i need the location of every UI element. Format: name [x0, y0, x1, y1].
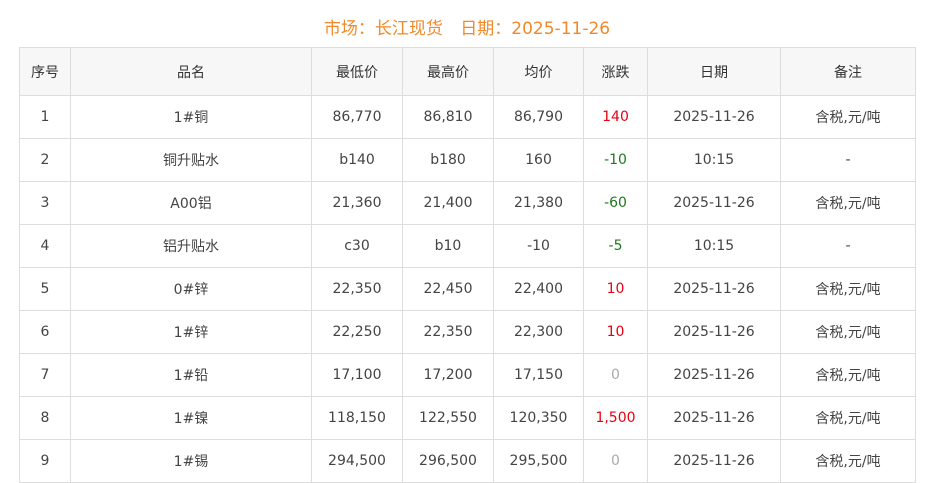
- cell-index: 4: [19, 224, 71, 268]
- table-row: 4 铝升贴水 c30 b10 -10 -5 10:15-: [19, 224, 916, 268]
- cell-change: 140: [583, 95, 648, 139]
- cell-note: 含税,元/吨: [780, 396, 916, 440]
- cell-name: 铜升贴水: [70, 138, 312, 182]
- cell-index: 3: [19, 181, 71, 225]
- cell-change: 10: [583, 310, 648, 354]
- cell-change: 1,500: [583, 396, 648, 440]
- table-row: 2 铜升贴水 b140 b180 160 -10 10:15-: [19, 138, 916, 182]
- cell-name: 铝升贴水: [70, 224, 312, 268]
- column-header-note: 备注: [780, 47, 916, 96]
- cell-date: 10:15: [647, 138, 781, 182]
- table-row: 9 1#锡 294,500 296,500 295,500 0 2025-11-26 含税,元…: [19, 439, 916, 483]
- cell-name: 1#镍: [70, 396, 312, 440]
- market-label: 市场：长江现货: [323, 19, 443, 39]
- cell-date: 2025-11-26: [647, 310, 781, 354]
- cell-note: 含税,元/吨: [780, 353, 916, 397]
- cell-date: 2025-11-26: [647, 353, 781, 397]
- column-header-change: 涨跌: [583, 47, 648, 96]
- cell-low: c30: [311, 224, 403, 268]
- cell-date: 2025-11-26: [647, 439, 781, 483]
- cell-index: 9: [19, 439, 71, 483]
- cell-date: 2025-11-26: [647, 95, 781, 139]
- cell-low: 17,100: [311, 353, 403, 397]
- cell-index: 8: [19, 396, 71, 440]
- cell-avg: 22,300: [493, 310, 584, 354]
- cell-high: 296,500: [402, 439, 494, 483]
- cell-note: 含税,元/吨: [780, 181, 916, 225]
- table-row: 1 1#铜 86,770 86,810 86,790 140 2025-11-26 含税,元/…: [19, 95, 916, 139]
- cell-avg: 295,500: [493, 439, 584, 483]
- cell-name: 1#锡: [70, 439, 312, 483]
- column-header-name: 品名: [70, 47, 312, 96]
- cell-name: 0#锌: [70, 267, 312, 311]
- cell-change: -5: [583, 224, 648, 268]
- cell-avg: -10: [493, 224, 584, 268]
- cell-high: b180: [402, 138, 494, 182]
- cell-change: 0: [583, 439, 648, 483]
- cell-low: 21,360: [311, 181, 403, 225]
- cell-high: b10: [402, 224, 494, 268]
- price-table: 序号 品名 最低价 最高价 均价 涨跌 日期 备注 1 1#铜 86,770 86,810 86,79…: [19, 47, 916, 483]
- table-row: 5 0#锌 22,350 22,450 22,400 10 2025-11-26 含税,元/吨: [19, 267, 916, 311]
- cell-high: 86,810: [402, 95, 494, 139]
- cell-change: 10: [583, 267, 648, 311]
- cell-low: 22,350: [311, 267, 403, 311]
- cell-low: 86,770: [311, 95, 403, 139]
- cell-index: 6: [19, 310, 71, 354]
- cell-avg: 22,400: [493, 267, 584, 311]
- table-row: 7 1#铅 17,100 17,200 17,150 0 2025-11-26 含税,元/吨: [19, 353, 916, 397]
- cell-avg: 17,150: [493, 353, 584, 397]
- column-header-avg: 均价: [493, 47, 584, 96]
- cell-change: -10: [583, 138, 648, 182]
- cell-note: -: [780, 224, 916, 268]
- cell-avg: 21,380: [493, 181, 584, 225]
- cell-low: 22,250: [311, 310, 403, 354]
- table-row: 8 1#镍 118,150 122,550 120,350 1,500 2025-11-26…: [19, 396, 916, 440]
- cell-date: 10:15: [647, 224, 781, 268]
- cell-note: -: [780, 138, 916, 182]
- page-title: 市场：长江现货 日期：2025-11-26: [0, 14, 934, 39]
- cell-name: 1#锌: [70, 310, 312, 354]
- cell-date: 2025-11-26: [647, 181, 781, 225]
- cell-name: 1#铜: [70, 95, 312, 139]
- table-row: 6 1#锌 22,250 22,350 22,300 10 2025-11-26 含税,元/吨: [19, 310, 916, 354]
- cell-name: 1#铅: [70, 353, 312, 397]
- column-header-low: 最低价: [311, 47, 403, 96]
- cell-change: 0: [583, 353, 648, 397]
- table-header: 序号 品名 最低价 最高价 均价 涨跌 日期 备注: [19, 47, 916, 96]
- cell-note: 含税,元/吨: [780, 310, 916, 354]
- cell-high: 22,450: [402, 267, 494, 311]
- cell-high: 21,400: [402, 181, 494, 225]
- cell-name: A00铝: [70, 181, 312, 225]
- column-header-date: 日期: [647, 47, 781, 96]
- cell-index: 1: [19, 95, 71, 139]
- cell-low: b140: [311, 138, 403, 182]
- cell-low: 118,150: [311, 396, 403, 440]
- cell-index: 7: [19, 353, 71, 397]
- column-header-high: 最高价: [402, 47, 494, 96]
- cell-index: 2: [19, 138, 71, 182]
- cell-date: 2025-11-26: [647, 396, 781, 440]
- date-label: 日期：2025-11-26: [460, 19, 611, 39]
- cell-date: 2025-11-26: [647, 267, 781, 311]
- cell-avg: 86,790: [493, 95, 584, 139]
- cell-high: 17,200: [402, 353, 494, 397]
- cell-avg: 160: [493, 138, 584, 182]
- cell-index: 5: [19, 267, 71, 311]
- cell-avg: 120,350: [493, 396, 584, 440]
- cell-note: 含税,元/吨: [780, 95, 916, 139]
- cell-high: 122,550: [402, 396, 494, 440]
- cell-note: 含税,元/吨: [780, 267, 916, 311]
- table-row: 3 A00铝 21,360 21,400 21,380 -60 2025-11-26 含税,元…: [19, 181, 916, 225]
- cell-high: 22,350: [402, 310, 494, 354]
- cell-low: 294,500: [311, 439, 403, 483]
- cell-note: 含税,元/吨: [780, 439, 916, 483]
- cell-change: -60: [583, 181, 648, 225]
- column-header-index: 序号: [19, 47, 71, 96]
